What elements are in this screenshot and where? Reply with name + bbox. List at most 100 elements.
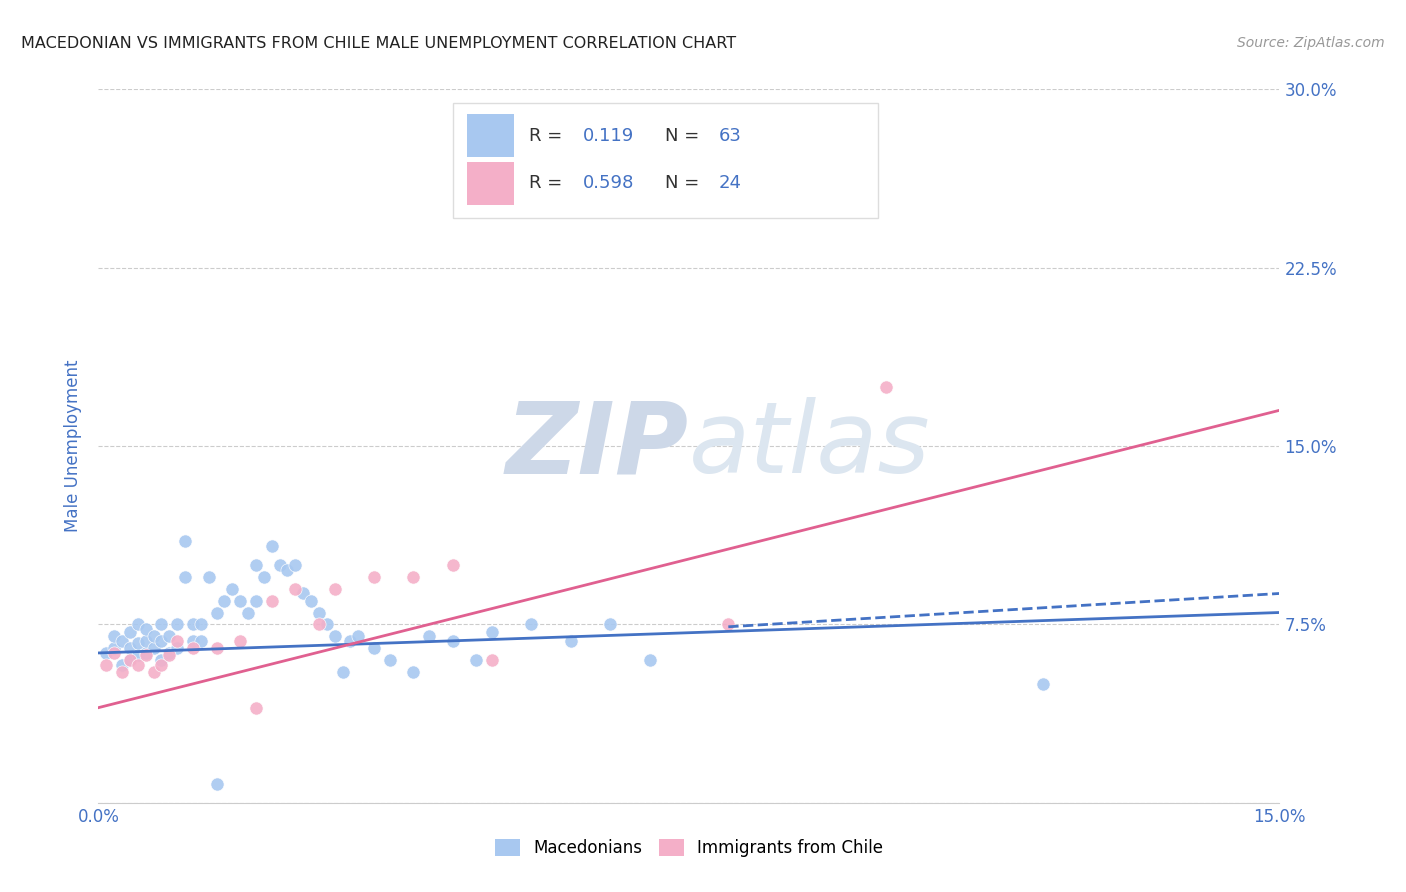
FancyBboxPatch shape xyxy=(467,114,515,157)
Point xyxy=(118,624,141,639)
Point xyxy=(190,617,212,632)
Point xyxy=(284,558,307,572)
Point xyxy=(229,593,252,607)
Point xyxy=(1032,677,1054,691)
Text: 0.598: 0.598 xyxy=(582,175,634,193)
Point xyxy=(269,558,291,572)
Text: N =: N = xyxy=(665,127,706,145)
Point xyxy=(875,379,897,393)
Point xyxy=(150,653,173,667)
Point xyxy=(599,106,621,120)
Point xyxy=(166,634,188,648)
Point xyxy=(150,634,173,648)
Point xyxy=(402,570,425,584)
Point xyxy=(181,641,204,656)
Point xyxy=(717,617,740,632)
Point xyxy=(157,646,180,660)
Point xyxy=(166,617,188,632)
Point xyxy=(142,641,165,656)
Point xyxy=(308,617,330,632)
Text: 63: 63 xyxy=(718,127,741,145)
Point xyxy=(402,665,425,679)
Point xyxy=(205,641,228,656)
Text: atlas: atlas xyxy=(689,398,931,494)
Point xyxy=(323,582,346,596)
Point xyxy=(190,634,212,648)
Point xyxy=(205,777,228,791)
Text: MACEDONIAN VS IMMIGRANTS FROM CHILE MALE UNEMPLOYMENT CORRELATION CHART: MACEDONIAN VS IMMIGRANTS FROM CHILE MALE… xyxy=(21,36,737,51)
Point xyxy=(441,634,464,648)
Point xyxy=(599,617,621,632)
Point xyxy=(418,629,440,643)
Point xyxy=(245,558,267,572)
Point xyxy=(111,657,134,672)
Point xyxy=(197,570,219,584)
Point xyxy=(181,617,204,632)
Point xyxy=(127,636,149,650)
Point xyxy=(111,665,134,679)
Text: ZIP: ZIP xyxy=(506,398,689,494)
Point xyxy=(481,653,503,667)
Point xyxy=(135,634,157,648)
Text: N =: N = xyxy=(665,175,706,193)
Point xyxy=(339,634,361,648)
Text: 24: 24 xyxy=(718,175,741,193)
Point xyxy=(638,653,661,667)
Point xyxy=(150,617,173,632)
Text: 0.119: 0.119 xyxy=(582,127,634,145)
Y-axis label: Male Unemployment: Male Unemployment xyxy=(65,359,83,533)
Text: Source: ZipAtlas.com: Source: ZipAtlas.com xyxy=(1237,36,1385,50)
Point xyxy=(363,570,385,584)
Point xyxy=(221,582,243,596)
Point xyxy=(260,593,283,607)
Point xyxy=(103,641,125,656)
Point xyxy=(363,641,385,656)
Point xyxy=(135,622,157,636)
Point xyxy=(103,629,125,643)
Point xyxy=(150,657,173,672)
Point xyxy=(157,648,180,663)
Point xyxy=(253,570,276,584)
Point xyxy=(260,539,283,553)
Point xyxy=(174,534,197,549)
Point xyxy=(560,634,582,648)
Text: R =: R = xyxy=(530,127,568,145)
Point xyxy=(378,653,401,667)
Point xyxy=(214,593,236,607)
Point xyxy=(135,646,157,660)
Point xyxy=(127,617,149,632)
Point xyxy=(441,558,464,572)
Point xyxy=(481,624,503,639)
Point xyxy=(276,563,298,577)
Point xyxy=(323,629,346,643)
Point xyxy=(111,634,134,648)
Point xyxy=(292,586,315,600)
Point xyxy=(205,606,228,620)
Point xyxy=(103,646,125,660)
FancyBboxPatch shape xyxy=(467,162,515,205)
Point xyxy=(315,617,337,632)
Point xyxy=(347,629,370,643)
Point xyxy=(157,629,180,643)
Text: R =: R = xyxy=(530,175,568,193)
Point xyxy=(284,582,307,596)
Point xyxy=(118,653,141,667)
Point xyxy=(96,657,118,672)
Point xyxy=(245,593,267,607)
Point xyxy=(118,653,141,667)
Point xyxy=(236,606,259,620)
Point xyxy=(465,653,488,667)
Point xyxy=(127,648,149,663)
Point xyxy=(118,641,141,656)
Point xyxy=(245,700,267,714)
FancyBboxPatch shape xyxy=(453,103,877,218)
Point xyxy=(520,617,543,632)
Point xyxy=(96,646,118,660)
Point xyxy=(308,606,330,620)
Point xyxy=(174,570,197,584)
Point xyxy=(332,665,354,679)
Point xyxy=(135,648,157,663)
Point xyxy=(142,629,165,643)
Point xyxy=(181,634,204,648)
Point xyxy=(142,665,165,679)
